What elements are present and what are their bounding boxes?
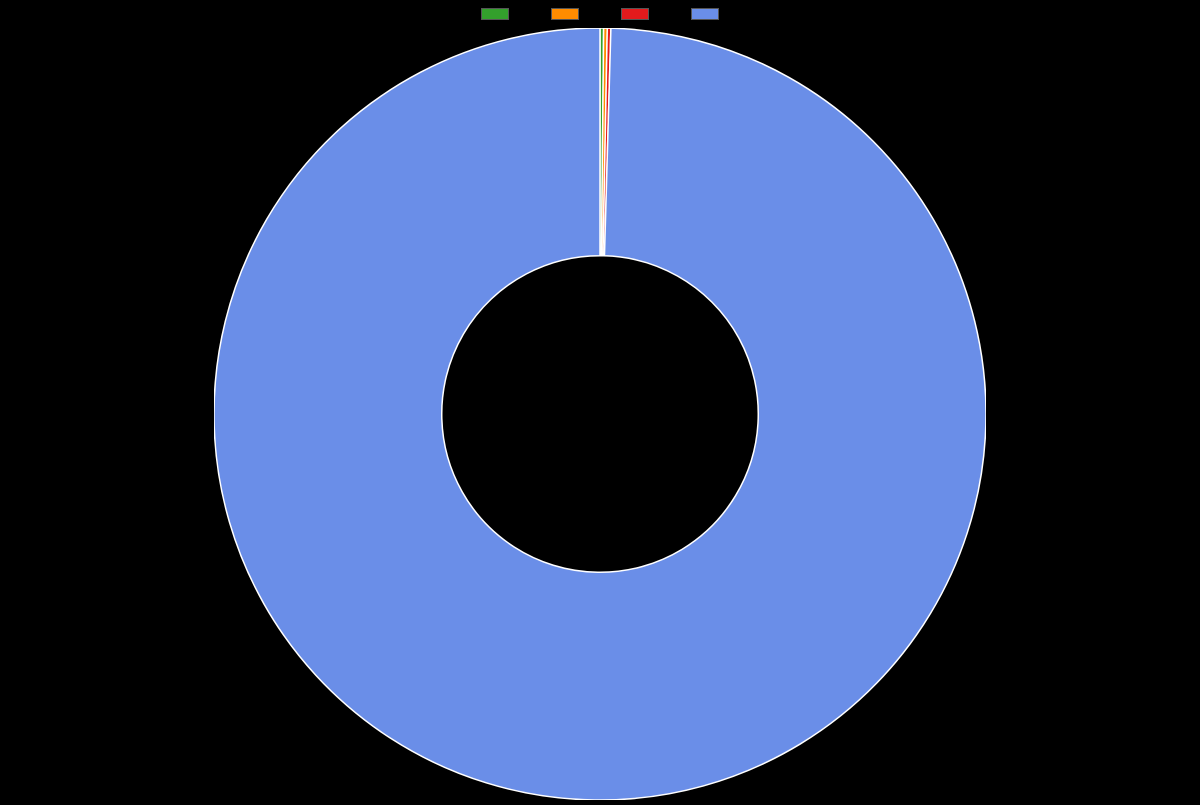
legend-swatch-3: [691, 8, 719, 20]
legend-swatch-0: [481, 8, 509, 20]
donut-svg: [214, 28, 986, 800]
legend-swatch-2: [621, 8, 649, 20]
legend-swatch-1: [551, 8, 579, 20]
donut-slice-3: [214, 28, 986, 800]
legend-item-2: [621, 8, 649, 20]
chart-legend: [481, 8, 719, 20]
legend-item-1: [551, 8, 579, 20]
donut-chart: [214, 28, 986, 800]
legend-item-3: [691, 8, 719, 20]
legend-item-0: [481, 8, 509, 20]
